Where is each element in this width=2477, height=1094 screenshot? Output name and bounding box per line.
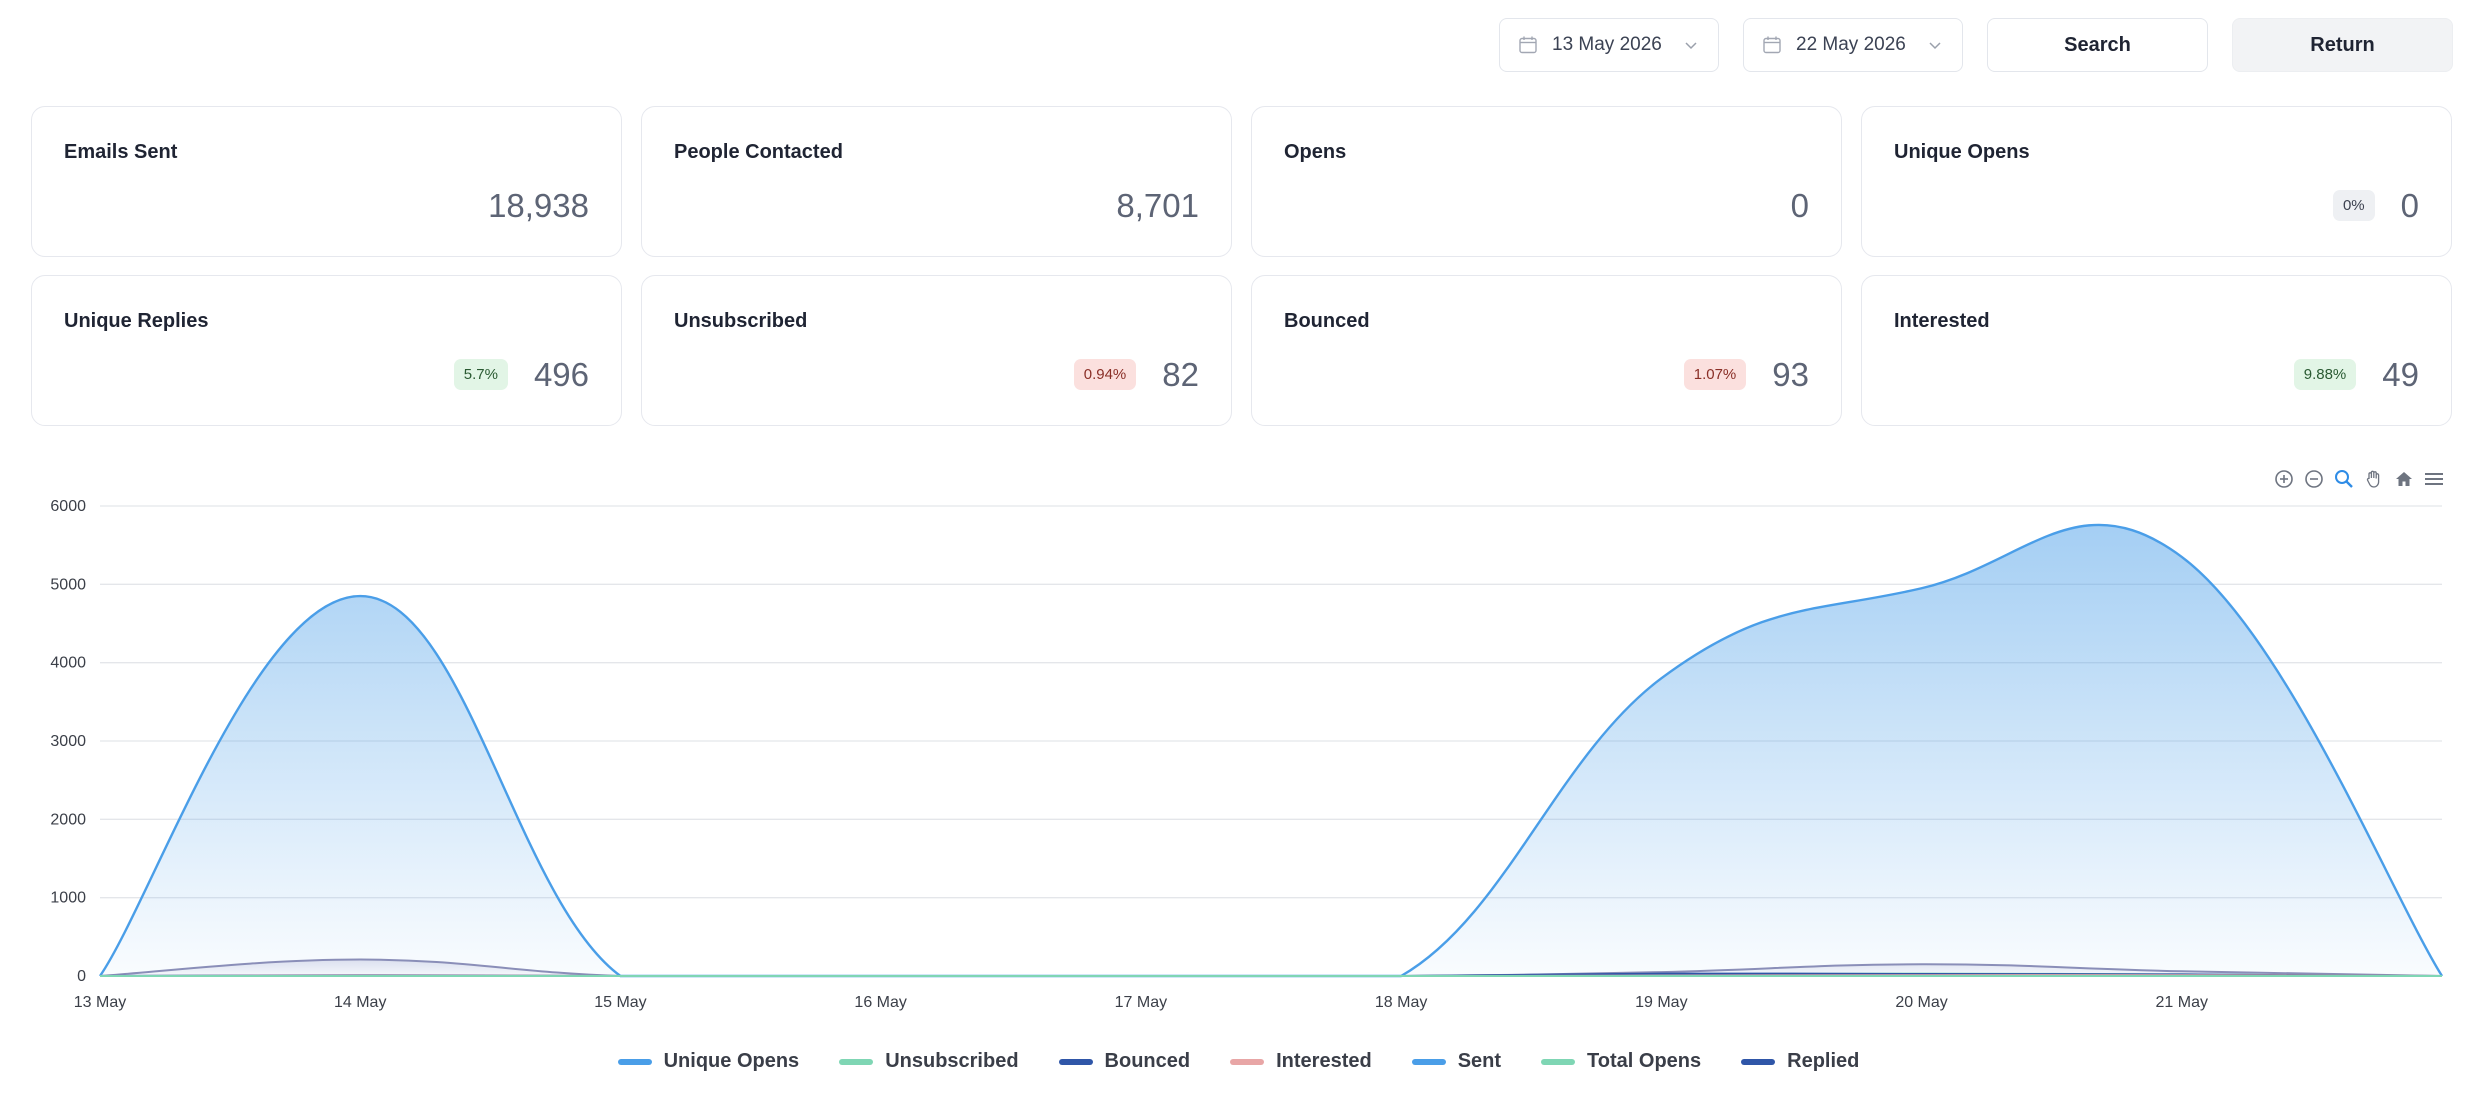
- return-button[interactable]: Return: [2232, 18, 2453, 72]
- legend-item-bounced[interactable]: Bounced: [1058, 1050, 1191, 1073]
- legend-label: Sent: [1457, 1050, 1502, 1072]
- stat-card-unique-replies: Unique Replies 5.7% 496: [31, 275, 622, 426]
- y-tick-label: 2000: [50, 811, 86, 828]
- legend-item-interested[interactable]: Interested: [1230, 1050, 1372, 1073]
- legend-label: Unsubscribed: [885, 1050, 1019, 1072]
- chart-toolbar: [2273, 468, 2445, 490]
- legend-item-replied[interactable]: Replied: [1741, 1050, 1859, 1073]
- stat-card-bounced: Bounced 1.07% 93: [1251, 275, 1842, 426]
- legend-item-sent[interactable]: Sent: [1411, 1050, 1502, 1073]
- stat-value: 49: [2382, 356, 2419, 393]
- x-tick-label: 19 May: [1635, 994, 1687, 1011]
- legend-label: Replied: [1787, 1050, 1860, 1072]
- x-tick-label: 16 May: [854, 994, 906, 1011]
- stat-value: 0: [1790, 187, 1809, 224]
- legend-label: Unique Opens: [663, 1050, 800, 1072]
- legend-swatch: [1058, 1058, 1093, 1065]
- stat-card-people-contacted: People Contacted 8,701: [641, 106, 1232, 257]
- chevron-down-icon: [1685, 42, 1697, 50]
- toolbar: 13 May 2026 22 May 2026 Search Return: [1499, 18, 2453, 72]
- stat-percent-badge: 0%: [2332, 190, 2375, 221]
- magnifier-icon[interactable]: [2333, 468, 2355, 490]
- x-tick-label: 21 May: [2156, 994, 2208, 1011]
- stat-card-unsubscribed: Unsubscribed 0.94% 82: [641, 275, 1232, 426]
- stat-label: Unique Replies: [64, 310, 209, 332]
- series-area-replied: [100, 959, 2442, 976]
- y-tick-label: 0: [77, 968, 86, 985]
- legend-item-total-opens[interactable]: Total Opens: [1541, 1050, 1701, 1073]
- start-date-picker[interactable]: 13 May 2026: [1499, 18, 1719, 72]
- stat-label: Unique Opens: [1894, 141, 2030, 163]
- y-tick-label: 6000: [50, 498, 86, 515]
- x-tick-label: 18 May: [1375, 994, 1427, 1011]
- chevron-down-icon: [1929, 42, 1941, 50]
- stats-grid: Emails Sent 18,938 People Contacted 8,70…: [31, 106, 2452, 426]
- start-date-value: 13 May 2026: [1552, 34, 1662, 55]
- y-axis-ticks: 0 1000 2000 3000 4000 5000 6000: [50, 498, 86, 985]
- pan-hand-icon[interactable]: [2363, 468, 2385, 490]
- x-tick-label: 17 May: [1115, 994, 1167, 1011]
- stat-label: Interested: [1894, 310, 1990, 332]
- calendar-icon: [1519, 36, 1537, 54]
- stat-percent-badge: 1.07%: [1683, 359, 1747, 390]
- x-tick-label: 20 May: [1895, 994, 1947, 1011]
- y-tick-label: 4000: [50, 655, 86, 672]
- legend-swatch: [1741, 1058, 1776, 1065]
- x-tick-label: 15 May: [594, 994, 646, 1011]
- stat-card-emails-sent: Emails Sent 18,938: [31, 106, 622, 257]
- y-tick-label: 3000: [50, 733, 86, 750]
- end-date-value: 22 May 2026: [1796, 34, 1906, 55]
- stat-label: Unsubscribed: [674, 310, 808, 332]
- legend-item-unique-opens[interactable]: Unique Opens: [617, 1050, 800, 1073]
- stat-percent-badge: 0.94%: [1073, 359, 1137, 390]
- legend-item-unsubscribed[interactable]: Unsubscribed: [839, 1050, 1019, 1073]
- stat-value: 18,938: [488, 187, 589, 224]
- legend-swatch: [1230, 1058, 1265, 1065]
- home-icon[interactable]: [2393, 468, 2415, 490]
- menu-icon[interactable]: [2423, 468, 2445, 490]
- legend-swatch: [839, 1058, 874, 1065]
- stat-percent-badge: 9.88%: [2293, 359, 2357, 390]
- stat-value: 8,701: [1116, 187, 1199, 224]
- stat-card-opens: Opens 0: [1251, 106, 1842, 257]
- chart-plot: 0 1000 2000 3000 4000 5000 6000 13 May 14 May 15…: [50, 498, 2444, 1011]
- stat-value: 496: [533, 356, 589, 393]
- legend-label: Interested: [1276, 1050, 1372, 1072]
- stat-card-interested: Interested 9.88% 49: [1861, 275, 2452, 426]
- x-tick-label: 13 May: [74, 994, 126, 1011]
- legend-label: Bounced: [1104, 1050, 1191, 1072]
- search-button[interactable]: Search: [1987, 18, 2208, 72]
- zoom-out-icon[interactable]: [2303, 468, 2325, 490]
- stat-value: 93: [1772, 356, 1809, 393]
- zoom-in-icon[interactable]: [2273, 468, 2295, 490]
- stat-label: Opens: [1284, 141, 1347, 163]
- legend-swatch: [1411, 1058, 1446, 1065]
- activity-chart: 0 1000 2000 3000 4000 5000 6000 13 May 14 May 15…: [0, 460, 2477, 1094]
- legend-swatch: [1541, 1058, 1576, 1065]
- legend-swatch: [617, 1058, 652, 1065]
- chart-legend: Unique Opens Unsubscribed Bounced Intereste…: [0, 1050, 2477, 1073]
- calendar-icon: [1763, 36, 1781, 54]
- x-tick-label: 14 May: [334, 994, 386, 1011]
- stat-label: Bounced: [1284, 310, 1370, 332]
- stat-percent-badge: 5.7%: [453, 359, 508, 390]
- stat-value: 82: [1162, 356, 1199, 393]
- y-tick-label: 5000: [50, 576, 86, 593]
- end-date-picker[interactable]: 22 May 2026: [1743, 18, 1963, 72]
- y-tick-label: 1000: [50, 890, 86, 907]
- series-area-sent: [100, 524, 2442, 976]
- x-axis-ticks: 13 May 14 May 15 May 16 May 17 May 18 May 19 M…: [74, 994, 2208, 1011]
- stat-value: 0: [2400, 187, 2419, 224]
- stat-label: Emails Sent: [64, 141, 178, 163]
- legend-label: Total Opens: [1587, 1050, 1702, 1072]
- stat-label: People Contacted: [674, 141, 843, 163]
- series-areas: [99, 523, 2444, 978]
- stat-card-unique-opens: Unique Opens 0% 0: [1861, 106, 2452, 257]
